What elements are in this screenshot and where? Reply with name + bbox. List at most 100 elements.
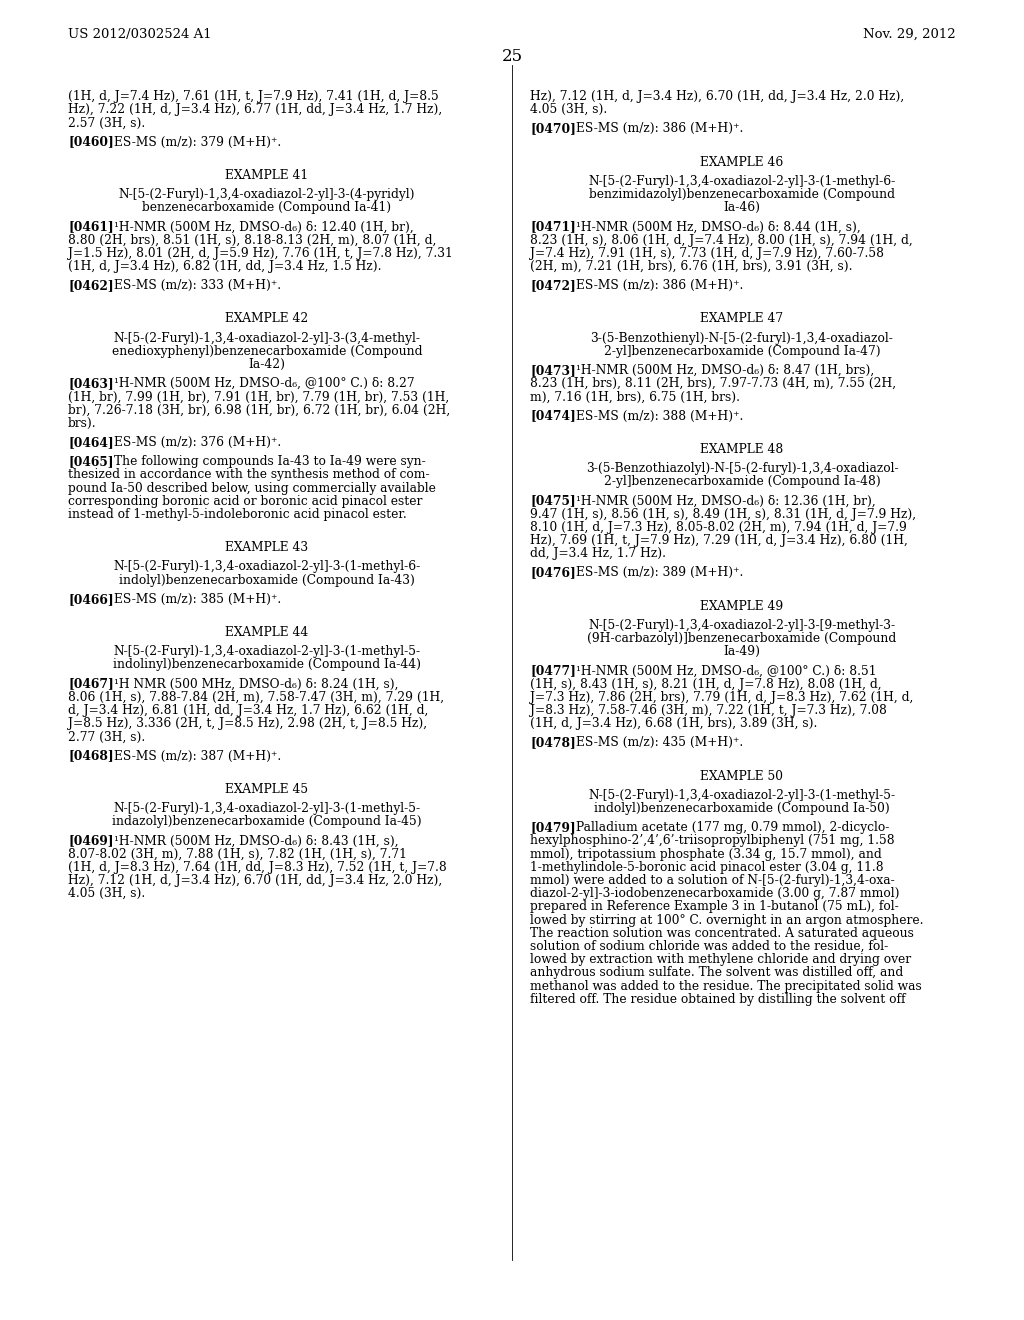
Text: ES-MS (m/z): 435 (M+H)⁺.: ES-MS (m/z): 435 (M+H)⁺. — [575, 737, 743, 750]
Text: [0473]: [0473] — [530, 364, 575, 378]
Text: [0472]: [0472] — [530, 280, 575, 292]
Text: EXAMPLE 44: EXAMPLE 44 — [225, 626, 308, 639]
Text: [0476]: [0476] — [530, 566, 575, 579]
Text: Hz), 7.22 (1H, d, J=3.4 Hz), 6.77 (1H, dd, J=3.4 Hz, 1.7 Hz),: Hz), 7.22 (1H, d, J=3.4 Hz), 6.77 (1H, d… — [68, 103, 442, 116]
Text: [0461]: [0461] — [68, 220, 114, 234]
Text: (1H, s), 8.43 (1H, s), 8.21 (1H, d, J=7.8 Hz), 8.08 (1H, d,: (1H, s), 8.43 (1H, s), 8.21 (1H, d, J=7.… — [530, 677, 882, 690]
Text: enedioxyphenyl)benzenecarboxamide (Compound: enedioxyphenyl)benzenecarboxamide (Compo… — [112, 345, 422, 358]
Text: indolyl)benzenecarboxamide (Compound Ia-43): indolyl)benzenecarboxamide (Compound Ia-… — [119, 574, 415, 586]
Text: ES-MS (m/z): 333 (M+H)⁺.: ES-MS (m/z): 333 (M+H)⁺. — [114, 280, 282, 292]
Text: N-[5-(2-Furyl)-1,3,4-oxadiazol-2-yl]-3-(1-methyl-5-: N-[5-(2-Furyl)-1,3,4-oxadiazol-2-yl]-3-(… — [114, 803, 421, 814]
Text: Hz), 7.12 (1H, d, J=3.4 Hz), 6.70 (1H, dd, J=3.4 Hz, 2.0 Hz),: Hz), 7.12 (1H, d, J=3.4 Hz), 6.70 (1H, d… — [530, 90, 904, 103]
Text: [0471]: [0471] — [530, 220, 575, 234]
Text: ¹H NMR (500 MHz, DMSO-d₆) δ: 8.24 (1H, s),: ¹H NMR (500 MHz, DMSO-d₆) δ: 8.24 (1H, s… — [114, 677, 398, 690]
Text: Palladium acetate (177 mg, 0.79 mmol), 2-dicyclo-: Palladium acetate (177 mg, 0.79 mmol), 2… — [575, 821, 890, 834]
Text: [0467]: [0467] — [68, 677, 114, 690]
Text: [0460]: [0460] — [68, 136, 114, 149]
Text: N-[5-(2-Furyl)-1,3,4-oxadiazol-2-yl]-3-(1-methyl-6-: N-[5-(2-Furyl)-1,3,4-oxadiazol-2-yl]-3-(… — [589, 174, 896, 187]
Text: N-[5-(2-Furyl)-1,3,4-oxadiazol-2-yl]-3-(1-methyl-5-: N-[5-(2-Furyl)-1,3,4-oxadiazol-2-yl]-3-(… — [114, 645, 421, 659]
Text: 1-methylindole-5-boronic acid pinacol ester (3.04 g, 11.8: 1-methylindole-5-boronic acid pinacol es… — [530, 861, 884, 874]
Text: [0469]: [0469] — [68, 834, 114, 847]
Text: [0462]: [0462] — [68, 280, 114, 292]
Text: ES-MS (m/z): 385 (M+H)⁺.: ES-MS (m/z): 385 (M+H)⁺. — [114, 593, 282, 606]
Text: US 2012/0302524 A1: US 2012/0302524 A1 — [68, 28, 212, 41]
Text: hexylphosphino-2’,4’,6’-triisopropylbiphenyl (751 mg, 1.58: hexylphosphino-2’,4’,6’-triisopropylbiph… — [530, 834, 895, 847]
Text: m), 7.16 (1H, brs), 6.75 (1H, brs).: m), 7.16 (1H, brs), 6.75 (1H, brs). — [530, 391, 740, 404]
Text: [0474]: [0474] — [530, 409, 575, 422]
Text: 3-(5-Benzothiazolyl)-N-[5-(2-furyl)-1,3,4-oxadiazol-: 3-(5-Benzothiazolyl)-N-[5-(2-furyl)-1,3,… — [586, 462, 898, 475]
Text: ¹H-NMR (500M Hz, DMSO-d₆, @100° C.) δ: 8.51: ¹H-NMR (500M Hz, DMSO-d₆, @100° C.) δ: 8… — [575, 664, 877, 677]
Text: J=7.4 Hz), 7.91 (1H, s), 7.73 (1H, d, J=7.9 Hz), 7.60-7.58: J=7.4 Hz), 7.91 (1H, s), 7.73 (1H, d, J=… — [530, 247, 884, 260]
Text: EXAMPLE 50: EXAMPLE 50 — [700, 770, 783, 783]
Text: anhydrous sodium sulfate. The solvent was distilled off, and: anhydrous sodium sulfate. The solvent wa… — [530, 966, 903, 979]
Text: 8.07-8.02 (3H, m), 7.88 (1H, s), 7.82 (1H, (1H, s), 7.71: 8.07-8.02 (3H, m), 7.88 (1H, s), 7.82 (1… — [68, 847, 407, 861]
Text: [0477]: [0477] — [530, 664, 575, 677]
Text: (2H, m), 7.21 (1H, brs), 6.76 (1H, brs), 3.91 (3H, s).: (2H, m), 7.21 (1H, brs), 6.76 (1H, brs),… — [530, 260, 853, 273]
Text: Ia-46): Ia-46) — [724, 201, 761, 214]
Text: (1H, d, J=8.3 Hz), 7.64 (1H, dd, J=8.3 Hz), 7.52 (1H, t, J=7.8: (1H, d, J=8.3 Hz), 7.64 (1H, dd, J=8.3 H… — [68, 861, 446, 874]
Text: 2.77 (3H, s).: 2.77 (3H, s). — [68, 730, 145, 743]
Text: N-[5-(2-Furyl)-1,3,4-oxadiazol-2-yl]-3-(4-pyridyl): N-[5-(2-Furyl)-1,3,4-oxadiazol-2-yl]-3-(… — [119, 187, 416, 201]
Text: 2-yl]benzenecarboxamide (Compound Ia-47): 2-yl]benzenecarboxamide (Compound Ia-47) — [604, 345, 881, 358]
Text: EXAMPLE 47: EXAMPLE 47 — [700, 313, 783, 326]
Text: benzenecarboxamide (Compound Ia-41): benzenecarboxamide (Compound Ia-41) — [142, 201, 391, 214]
Text: [0465]: [0465] — [68, 455, 114, 469]
Text: Ia-42): Ia-42) — [249, 358, 286, 371]
Text: 4.05 (3H, s).: 4.05 (3H, s). — [68, 887, 145, 900]
Text: ES-MS (m/z): 386 (M+H)⁺.: ES-MS (m/z): 386 (M+H)⁺. — [575, 280, 743, 292]
Text: [0464]: [0464] — [68, 436, 114, 449]
Text: J=7.3 Hz), 7.86 (2H, brs), 7.79 (1H, d, J=8.3 Hz), 7.62 (1H, d,: J=7.3 Hz), 7.86 (2H, brs), 7.79 (1H, d, … — [530, 690, 913, 704]
Text: (1H, br), 7.99 (1H, br), 7.91 (1H, br), 7.79 (1H, br), 7.53 (1H,: (1H, br), 7.99 (1H, br), 7.91 (1H, br), … — [68, 391, 450, 404]
Text: J=1.5 Hz), 8.01 (2H, d, J=5.9 Hz), 7.76 (1H, t, J=7.8 Hz), 7.31: J=1.5 Hz), 8.01 (2H, d, J=5.9 Hz), 7.76 … — [68, 247, 453, 260]
Text: thesized in accordance with the synthesis method of com-: thesized in accordance with the synthesi… — [68, 469, 430, 482]
Text: solution of sodium chloride was added to the residue, fol-: solution of sodium chloride was added to… — [530, 940, 888, 953]
Text: N-[5-(2-Furyl)-1,3,4-oxadiazol-2-yl]-3-(1-methyl-6-: N-[5-(2-Furyl)-1,3,4-oxadiazol-2-yl]-3-(… — [114, 561, 421, 573]
Text: (9H-carbazolyl)]benzenecarboxamide (Compound: (9H-carbazolyl)]benzenecarboxamide (Comp… — [588, 632, 897, 645]
Text: [0466]: [0466] — [68, 593, 114, 606]
Text: prepared in Reference Example 3 in 1-butanol (75 mL), fol-: prepared in Reference Example 3 in 1-but… — [530, 900, 899, 913]
Text: EXAMPLE 42: EXAMPLE 42 — [225, 313, 308, 326]
Text: EXAMPLE 49: EXAMPLE 49 — [700, 599, 783, 612]
Text: Ia-49): Ia-49) — [724, 645, 761, 659]
Text: lowed by stirring at 100° C. overnight in an argon atmosphere.: lowed by stirring at 100° C. overnight i… — [530, 913, 924, 927]
Text: N-[5-(2-Furyl)-1,3,4-oxadiazol-2-yl]-3-(1-methyl-5-: N-[5-(2-Furyl)-1,3,4-oxadiazol-2-yl]-3-(… — [589, 789, 896, 801]
Text: (1H, d, J=7.4 Hz), 7.61 (1H, t, J=7.9 Hz), 7.41 (1H, d, J=8.5: (1H, d, J=7.4 Hz), 7.61 (1H, t, J=7.9 Hz… — [68, 90, 438, 103]
Text: dd, J=3.4 Hz, 1.7 Hz).: dd, J=3.4 Hz, 1.7 Hz). — [530, 548, 666, 560]
Text: ¹H-NMR (500M Hz, DMSO-d₆, @100° C.) δ: 8.27: ¹H-NMR (500M Hz, DMSO-d₆, @100° C.) δ: 8… — [114, 378, 415, 391]
Text: ¹H-NMR (500M Hz, DMSO-d₆) δ: 8.44 (1H, s),: ¹H-NMR (500M Hz, DMSO-d₆) δ: 8.44 (1H, s… — [575, 220, 861, 234]
Text: brs).: brs). — [68, 417, 96, 430]
Text: br), 7.26-7.18 (3H, br), 6.98 (1H, br), 6.72 (1H, br), 6.04 (2H,: br), 7.26-7.18 (3H, br), 6.98 (1H, br), … — [68, 404, 451, 417]
Text: 8.06 (1H, s), 7.88-7.84 (2H, m), 7.58-7.47 (3H, m), 7.29 (1H,: 8.06 (1H, s), 7.88-7.84 (2H, m), 7.58-7.… — [68, 690, 444, 704]
Text: filtered off. The residue obtained by distilling the solvent off: filtered off. The residue obtained by di… — [530, 993, 905, 1006]
Text: ¹H-NMR (500M Hz, DMSO-d₆) δ: 8.43 (1H, s),: ¹H-NMR (500M Hz, DMSO-d₆) δ: 8.43 (1H, s… — [114, 834, 398, 847]
Text: 9.47 (1H, s), 8.56 (1H, s), 8.49 (1H, s), 8.31 (1H, d, J=7.9 Hz),: 9.47 (1H, s), 8.56 (1H, s), 8.49 (1H, s)… — [530, 508, 916, 520]
Text: ¹H-NMR (500M Hz, DMSO-d₆) δ: 12.36 (1H, br),: ¹H-NMR (500M Hz, DMSO-d₆) δ: 12.36 (1H, … — [575, 495, 876, 507]
Text: 2-yl]benzenecarboxamide (Compound Ia-48): 2-yl]benzenecarboxamide (Compound Ia-48) — [603, 475, 881, 488]
Text: [0479]: [0479] — [530, 821, 575, 834]
Text: N-[5-(2-Furyl)-1,3,4-oxadiazol-2-yl]-3-[9-methyl-3-: N-[5-(2-Furyl)-1,3,4-oxadiazol-2-yl]-3-[… — [589, 619, 896, 632]
Text: instead of 1-methyl-5-indoleboronic acid pinacol ester.: instead of 1-methyl-5-indoleboronic acid… — [68, 508, 407, 521]
Text: (1H, d, J=3.4 Hz), 6.68 (1H, brs), 3.89 (3H, s).: (1H, d, J=3.4 Hz), 6.68 (1H, brs), 3.89 … — [530, 717, 817, 730]
Text: methanol was added to the residue. The precipitated solid was: methanol was added to the residue. The p… — [530, 979, 922, 993]
Text: mmol) were added to a solution of N-[5-(2-furyl)-1,3,4-oxa-: mmol) were added to a solution of N-[5-(… — [530, 874, 895, 887]
Text: ES-MS (m/z): 376 (M+H)⁺.: ES-MS (m/z): 376 (M+H)⁺. — [114, 436, 282, 449]
Text: N-[5-(2-Furyl)-1,3,4-oxadiazol-2-yl]-3-(3,4-methyl-: N-[5-(2-Furyl)-1,3,4-oxadiazol-2-yl]-3-(… — [114, 331, 421, 345]
Text: [0468]: [0468] — [68, 750, 114, 763]
Text: EXAMPLE 45: EXAMPLE 45 — [225, 783, 308, 796]
Text: pound Ia-50 described below, using commercially available: pound Ia-50 described below, using comme… — [68, 482, 436, 495]
Text: ES-MS (m/z): 389 (M+H)⁺.: ES-MS (m/z): 389 (M+H)⁺. — [575, 566, 743, 579]
Text: indazolyl)benzenecarboxamide (Compound Ia-45): indazolyl)benzenecarboxamide (Compound I… — [113, 816, 422, 828]
Text: EXAMPLE 46: EXAMPLE 46 — [700, 156, 783, 169]
Text: (1H, d, J=3.4 Hz), 6.82 (1H, dd, J=3.4 Hz, 1.5 Hz).: (1H, d, J=3.4 Hz), 6.82 (1H, dd, J=3.4 H… — [68, 260, 382, 273]
Text: The following compounds Ia-43 to Ia-49 were syn-: The following compounds Ia-43 to Ia-49 w… — [114, 455, 426, 469]
Text: indolyl)benzenecarboxamide (Compound Ia-50): indolyl)benzenecarboxamide (Compound Ia-… — [594, 803, 890, 814]
Text: J=8.3 Hz), 7.58-7.46 (3H, m), 7.22 (1H, t, J=7.3 Hz), 7.08: J=8.3 Hz), 7.58-7.46 (3H, m), 7.22 (1H, … — [530, 704, 887, 717]
Text: [0470]: [0470] — [530, 123, 575, 136]
Text: ¹H-NMR (500M Hz, DMSO-d₆) δ: 8.47 (1H, brs),: ¹H-NMR (500M Hz, DMSO-d₆) δ: 8.47 (1H, b… — [575, 364, 874, 378]
Text: [0478]: [0478] — [530, 737, 575, 750]
Text: ES-MS (m/z): 387 (M+H)⁺.: ES-MS (m/z): 387 (M+H)⁺. — [114, 750, 282, 763]
Text: EXAMPLE 48: EXAMPLE 48 — [700, 442, 783, 455]
Text: lowed by extraction with methylene chloride and drying over: lowed by extraction with methylene chlor… — [530, 953, 911, 966]
Text: Hz), 7.69 (1H, t, J=7.9 Hz), 7.29 (1H, d, J=3.4 Hz), 6.80 (1H,: Hz), 7.69 (1H, t, J=7.9 Hz), 7.29 (1H, d… — [530, 535, 908, 546]
Text: ES-MS (m/z): 379 (M+H)⁺.: ES-MS (m/z): 379 (M+H)⁺. — [114, 136, 282, 149]
